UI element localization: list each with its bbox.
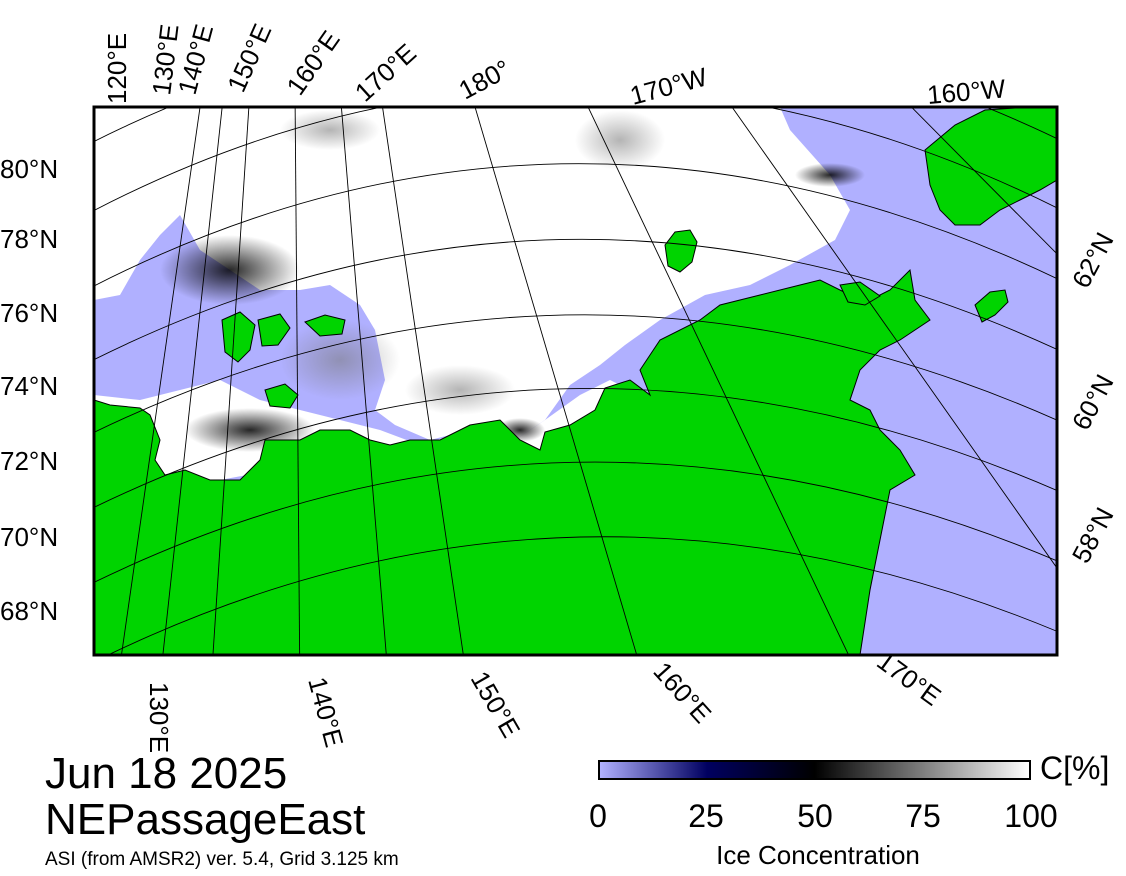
colorbar-tick: 25	[688, 798, 724, 834]
siberia-landmass	[94, 268, 931, 655]
lat-label: 76°N	[0, 298, 58, 328]
lat-label: 72°N	[0, 446, 58, 476]
lat-label: 70°N	[0, 522, 58, 552]
map-frame	[92, 105, 1059, 657]
lon-label: 150°E	[221, 19, 277, 96]
top-longitude-labels: 120°E 130°E 140°E 150°E 160°E 170°E 180°…	[102, 19, 1007, 111]
colorbar-tick: 100	[1004, 798, 1058, 834]
lon-label: 130°E	[144, 682, 174, 753]
wrangel-island	[664, 229, 698, 273]
left-latitude-labels: 80°N 78°N 76°N 74°N 72°N 70°N 68°N	[0, 154, 58, 626]
lat-label: 78°N	[0, 224, 58, 254]
low-concentration-patch	[160, 235, 300, 305]
lon-label: 170°E	[349, 38, 422, 108]
longitude-gridlines	[121, 107, 1057, 655]
medium-concentration-patch	[280, 320, 400, 400]
lon-label: 160°E	[280, 25, 345, 100]
new-siberia-island	[304, 314, 346, 337]
lon-label: 150°E	[465, 666, 527, 743]
lat-label: 58°N	[1066, 502, 1120, 567]
colorbar-tick: 0	[589, 798, 607, 834]
colorbar-unit: C[%]	[1040, 750, 1110, 786]
right-latitude-labels: 62°N 60°N 58°N	[1066, 227, 1120, 567]
source-caption: ASI (from AMSR2) ver. 5.4, Grid 3.125 km	[45, 849, 399, 870]
colorbar	[598, 760, 1031, 780]
lat-label: 60°N	[1066, 369, 1120, 434]
date-title: Jun 18 2025	[45, 749, 288, 798]
sea-ice-pack	[94, 107, 850, 440]
faddeyevsky-island	[257, 313, 291, 347]
colorbar-tick: 50	[797, 798, 833, 834]
lat-label: 74°N	[0, 371, 58, 401]
coastal-sea-ice	[94, 380, 640, 490]
lat-label: 68°N	[0, 596, 58, 626]
lon-label: 160°E	[648, 656, 718, 729]
bottom-longitude-labels: 130°E 140°E 150°E 160°E 170°E	[144, 646, 947, 754]
region-title: NEPassageEast	[45, 795, 366, 844]
st-lawrence-island	[974, 289, 1009, 323]
kotelny-island	[221, 311, 256, 363]
chukchi-peninsula-tip	[839, 281, 881, 306]
colorbar-tick: 75	[905, 798, 941, 834]
colorbar-title: Ice Concentration	[716, 840, 920, 870]
medium-concentration-patch	[280, 110, 380, 150]
latitude-gridlines	[94, 107, 1057, 655]
lon-label: 180°	[454, 54, 516, 106]
lat-label: 62°N	[1066, 227, 1120, 292]
lon-label: 140°E	[302, 674, 349, 750]
lon-label: 170°W	[627, 61, 711, 110]
lon-label: 120°E	[102, 33, 132, 104]
lat-label: 80°N	[0, 154, 58, 184]
low-concentration-patch	[795, 163, 865, 187]
lon-label: 160°W	[926, 73, 1007, 110]
medium-concentration-patch	[575, 110, 665, 170]
bolshoy-lyakhovsky-island	[264, 383, 299, 409]
medium-concentration-patch	[405, 365, 515, 415]
